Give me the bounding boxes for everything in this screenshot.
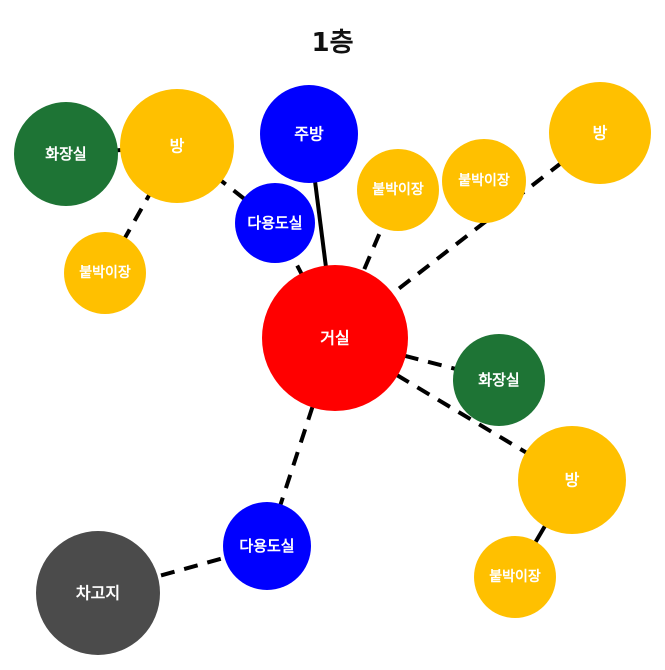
- node-circle-closet-left: [64, 232, 146, 314]
- node-closet-right: 붙박이장: [442, 139, 526, 223]
- node-closet-left: 붙박이장: [64, 232, 146, 314]
- node-room-right: 방: [518, 426, 626, 534]
- node-circle-garage: [36, 531, 160, 655]
- node-label-closet-left: 붙박이장: [79, 264, 131, 281]
- node-label-bath-right: 화장실: [478, 371, 519, 389]
- node-label-room-top-right: 방: [593, 124, 608, 143]
- node-label-closet-bottom: 붙박이장: [489, 568, 541, 585]
- node-label-multi-upper: 다용도실: [247, 214, 302, 232]
- node-circle-kitchen: [260, 85, 358, 183]
- edge-room-top-right-to-living: [333, 131, 602, 340]
- node-label-garage: 차고지: [76, 584, 120, 603]
- node-label-closet-mid: 붙박이장: [372, 181, 424, 198]
- node-label-room-left: 방: [170, 137, 185, 156]
- node-room-left: 방: [120, 89, 234, 203]
- node-label-bath-left: 화장실: [45, 145, 86, 163]
- node-closet-bottom: 붙박이장: [474, 536, 556, 618]
- diagram-title: 1층: [311, 28, 354, 58]
- node-room-top-right: 방: [549, 82, 651, 184]
- node-kitchen: 주방: [260, 85, 358, 183]
- node-label-kitchen: 주방: [294, 125, 324, 144]
- node-circle-multi-upper: [235, 183, 315, 263]
- node-circle-closet-right: [442, 139, 526, 223]
- node-circle-living: [262, 265, 408, 411]
- node-bath-right: 화장실: [453, 334, 545, 426]
- node-label-living: 거실: [320, 329, 349, 348]
- node-circle-room-right: [518, 426, 626, 534]
- node-circle-closet-mid: [357, 149, 439, 231]
- node-closet-mid: 붙박이장: [357, 149, 439, 231]
- node-multi-upper: 다용도실: [235, 183, 315, 263]
- node-label-room-right: 방: [565, 471, 580, 490]
- node-circle-closet-bottom: [474, 536, 556, 618]
- node-circle-multi-lower: [223, 502, 311, 590]
- node-bath-left: 화장실: [14, 102, 118, 206]
- node-circle-bath-left: [14, 102, 118, 206]
- node-multi-lower: 다용도실: [223, 502, 311, 590]
- node-circle-room-top-right: [549, 82, 651, 184]
- node-living: 거실: [262, 265, 408, 411]
- node-label-multi-lower: 다용도실: [239, 537, 294, 555]
- node-circle-room-left: [120, 89, 234, 203]
- node-circle-bath-right: [453, 334, 545, 426]
- node-garage: 차고지: [36, 531, 160, 655]
- node-label-closet-right: 붙박이장: [458, 172, 510, 189]
